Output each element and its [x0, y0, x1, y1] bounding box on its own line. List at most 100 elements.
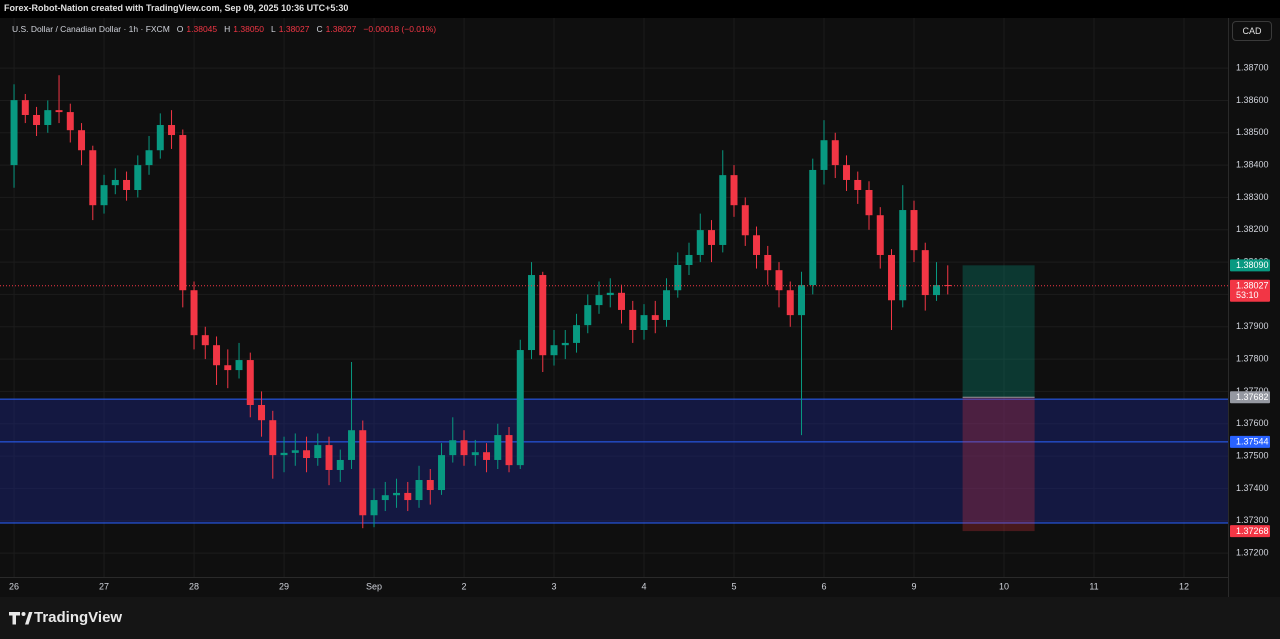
candle-body: [663, 290, 671, 320]
candle-body: [516, 350, 524, 466]
candle-body: [246, 360, 254, 405]
y-tick-label: 1.37200: [1236, 547, 1269, 557]
x-tick-label: 4: [642, 581, 647, 591]
logo-icon: [9, 612, 33, 625]
candle-body: [235, 360, 243, 371]
candle-body: [505, 435, 513, 466]
candle-body: [888, 254, 895, 301]
change: −0.00018 (−0.01%): [363, 24, 437, 34]
candle-body: [606, 292, 614, 296]
candle-body: [370, 500, 378, 516]
candle-body: [561, 342, 569, 346]
x-tick-label: 10: [999, 581, 1009, 591]
zone: [0, 399, 1228, 524]
candle-body: [595, 295, 603, 306]
candle-body: [44, 110, 52, 126]
x-tick-label: 27: [99, 581, 109, 591]
candle-body: [89, 150, 97, 206]
target-zone: [962, 265, 1035, 398]
top-bar: [0, 0, 1280, 18]
y-tick-label: 1.37300: [1236, 515, 1269, 525]
candle-body: [651, 315, 659, 320]
candle-body: [179, 135, 187, 291]
y-tick-label: 1.38700: [1236, 62, 1269, 72]
candle-body: [123, 179, 131, 190]
y-tick-label: 1.38600: [1236, 95, 1269, 105]
candle-body: [674, 265, 682, 291]
candle-body: [944, 285, 952, 287]
candle-body: [764, 254, 772, 271]
y-tick-label: 1.37900: [1236, 321, 1269, 331]
y-tick-label: 1.38500: [1236, 127, 1269, 137]
candle-body: [336, 459, 344, 470]
currency-button[interactable]: CAD: [1232, 21, 1272, 41]
candle-body: [775, 270, 783, 291]
candle-body: [899, 210, 907, 301]
candle-body: [100, 185, 108, 206]
candle-body: [33, 114, 41, 126]
candle-body: [393, 492, 401, 496]
candle-body: [528, 275, 536, 351]
candle-body: [66, 112, 74, 131]
price-label-bg: [1230, 435, 1270, 448]
y-tick-label: 1.37400: [1236, 483, 1269, 493]
ohlc-key: L: [271, 24, 276, 34]
y-tick-label: 1.38200: [1236, 224, 1269, 234]
candle-body: [190, 290, 198, 336]
legend: U.S. Dollar / Canadian Dollar · 1h · FXC…: [12, 24, 436, 34]
candle-body: [134, 165, 142, 190]
candle-body: [753, 235, 760, 255]
candle-body: [111, 179, 119, 186]
x-tick-label: Sep: [366, 581, 382, 591]
x-tick-label: 26: [9, 581, 19, 591]
y-tick-label: 1.38400: [1236, 159, 1269, 169]
candle-body: [415, 480, 423, 501]
footer-bar: [0, 597, 1280, 639]
candle-body: [325, 445, 333, 470]
candle-body: [573, 325, 581, 343]
brand: TradingView: [34, 609, 123, 626]
x-tick-label: 3: [552, 581, 557, 591]
candle-body: [494, 435, 502, 460]
candle-body: [168, 125, 176, 136]
x-tick-label: 28: [189, 581, 199, 591]
ohlc-key: C: [316, 24, 323, 34]
candle-body: [730, 175, 738, 206]
candle-body: [483, 452, 491, 460]
price-label-bg: [1230, 259, 1270, 272]
x-tick-label: 29: [279, 581, 289, 591]
countdown: 53:10: [1236, 290, 1259, 300]
attribution: Forex-Robot-Nation created with TradingV…: [4, 3, 349, 13]
y-tick-label: 1.37700: [1236, 386, 1269, 396]
candle-body: [280, 452, 288, 456]
candle-body: [291, 450, 299, 453]
candle-body: [348, 430, 356, 460]
x-tick-label: 12: [1179, 581, 1189, 591]
x-tick-label: 9: [911, 581, 916, 591]
x-tick-label: 2: [462, 581, 467, 591]
candle-body: [798, 285, 805, 316]
candle-body: [224, 365, 232, 371]
ohlc-value: 1.38027: [325, 24, 357, 34]
candle-body: [145, 150, 153, 166]
candle-body: [55, 110, 63, 113]
candle-body: [933, 285, 940, 296]
candle-body: [843, 165, 850, 180]
ohlc-key: O: [176, 24, 184, 34]
y-tick-label: 1.37800: [1236, 353, 1269, 363]
candle-body: [10, 100, 18, 166]
candle-body: [629, 309, 637, 330]
candle-body: [213, 345, 221, 366]
candle-body: [685, 254, 693, 266]
candle-body: [21, 100, 29, 115]
x-tick-label: 6: [821, 581, 826, 591]
ohlc-value: 1.38045: [186, 24, 218, 34]
candle-body: [865, 190, 873, 216]
candle-body: [696, 230, 704, 255]
plot-bg: [0, 18, 1228, 597]
price-label: 1.37544: [1236, 437, 1269, 447]
candle-body: [618, 292, 626, 310]
price-label: 1.37268: [1236, 526, 1269, 536]
candle-body: [359, 430, 367, 516]
